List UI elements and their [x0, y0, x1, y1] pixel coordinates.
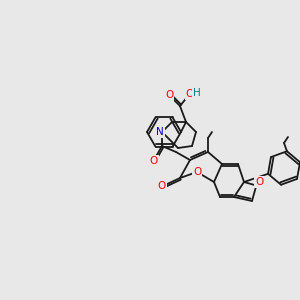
- Text: O: O: [158, 181, 166, 191]
- Text: O: O: [255, 177, 263, 187]
- Text: O: O: [165, 90, 173, 100]
- Text: O: O: [150, 156, 158, 166]
- Text: O: O: [186, 89, 194, 99]
- Text: O: O: [193, 167, 201, 177]
- Text: N: N: [156, 127, 164, 137]
- Text: H: H: [193, 88, 201, 98]
